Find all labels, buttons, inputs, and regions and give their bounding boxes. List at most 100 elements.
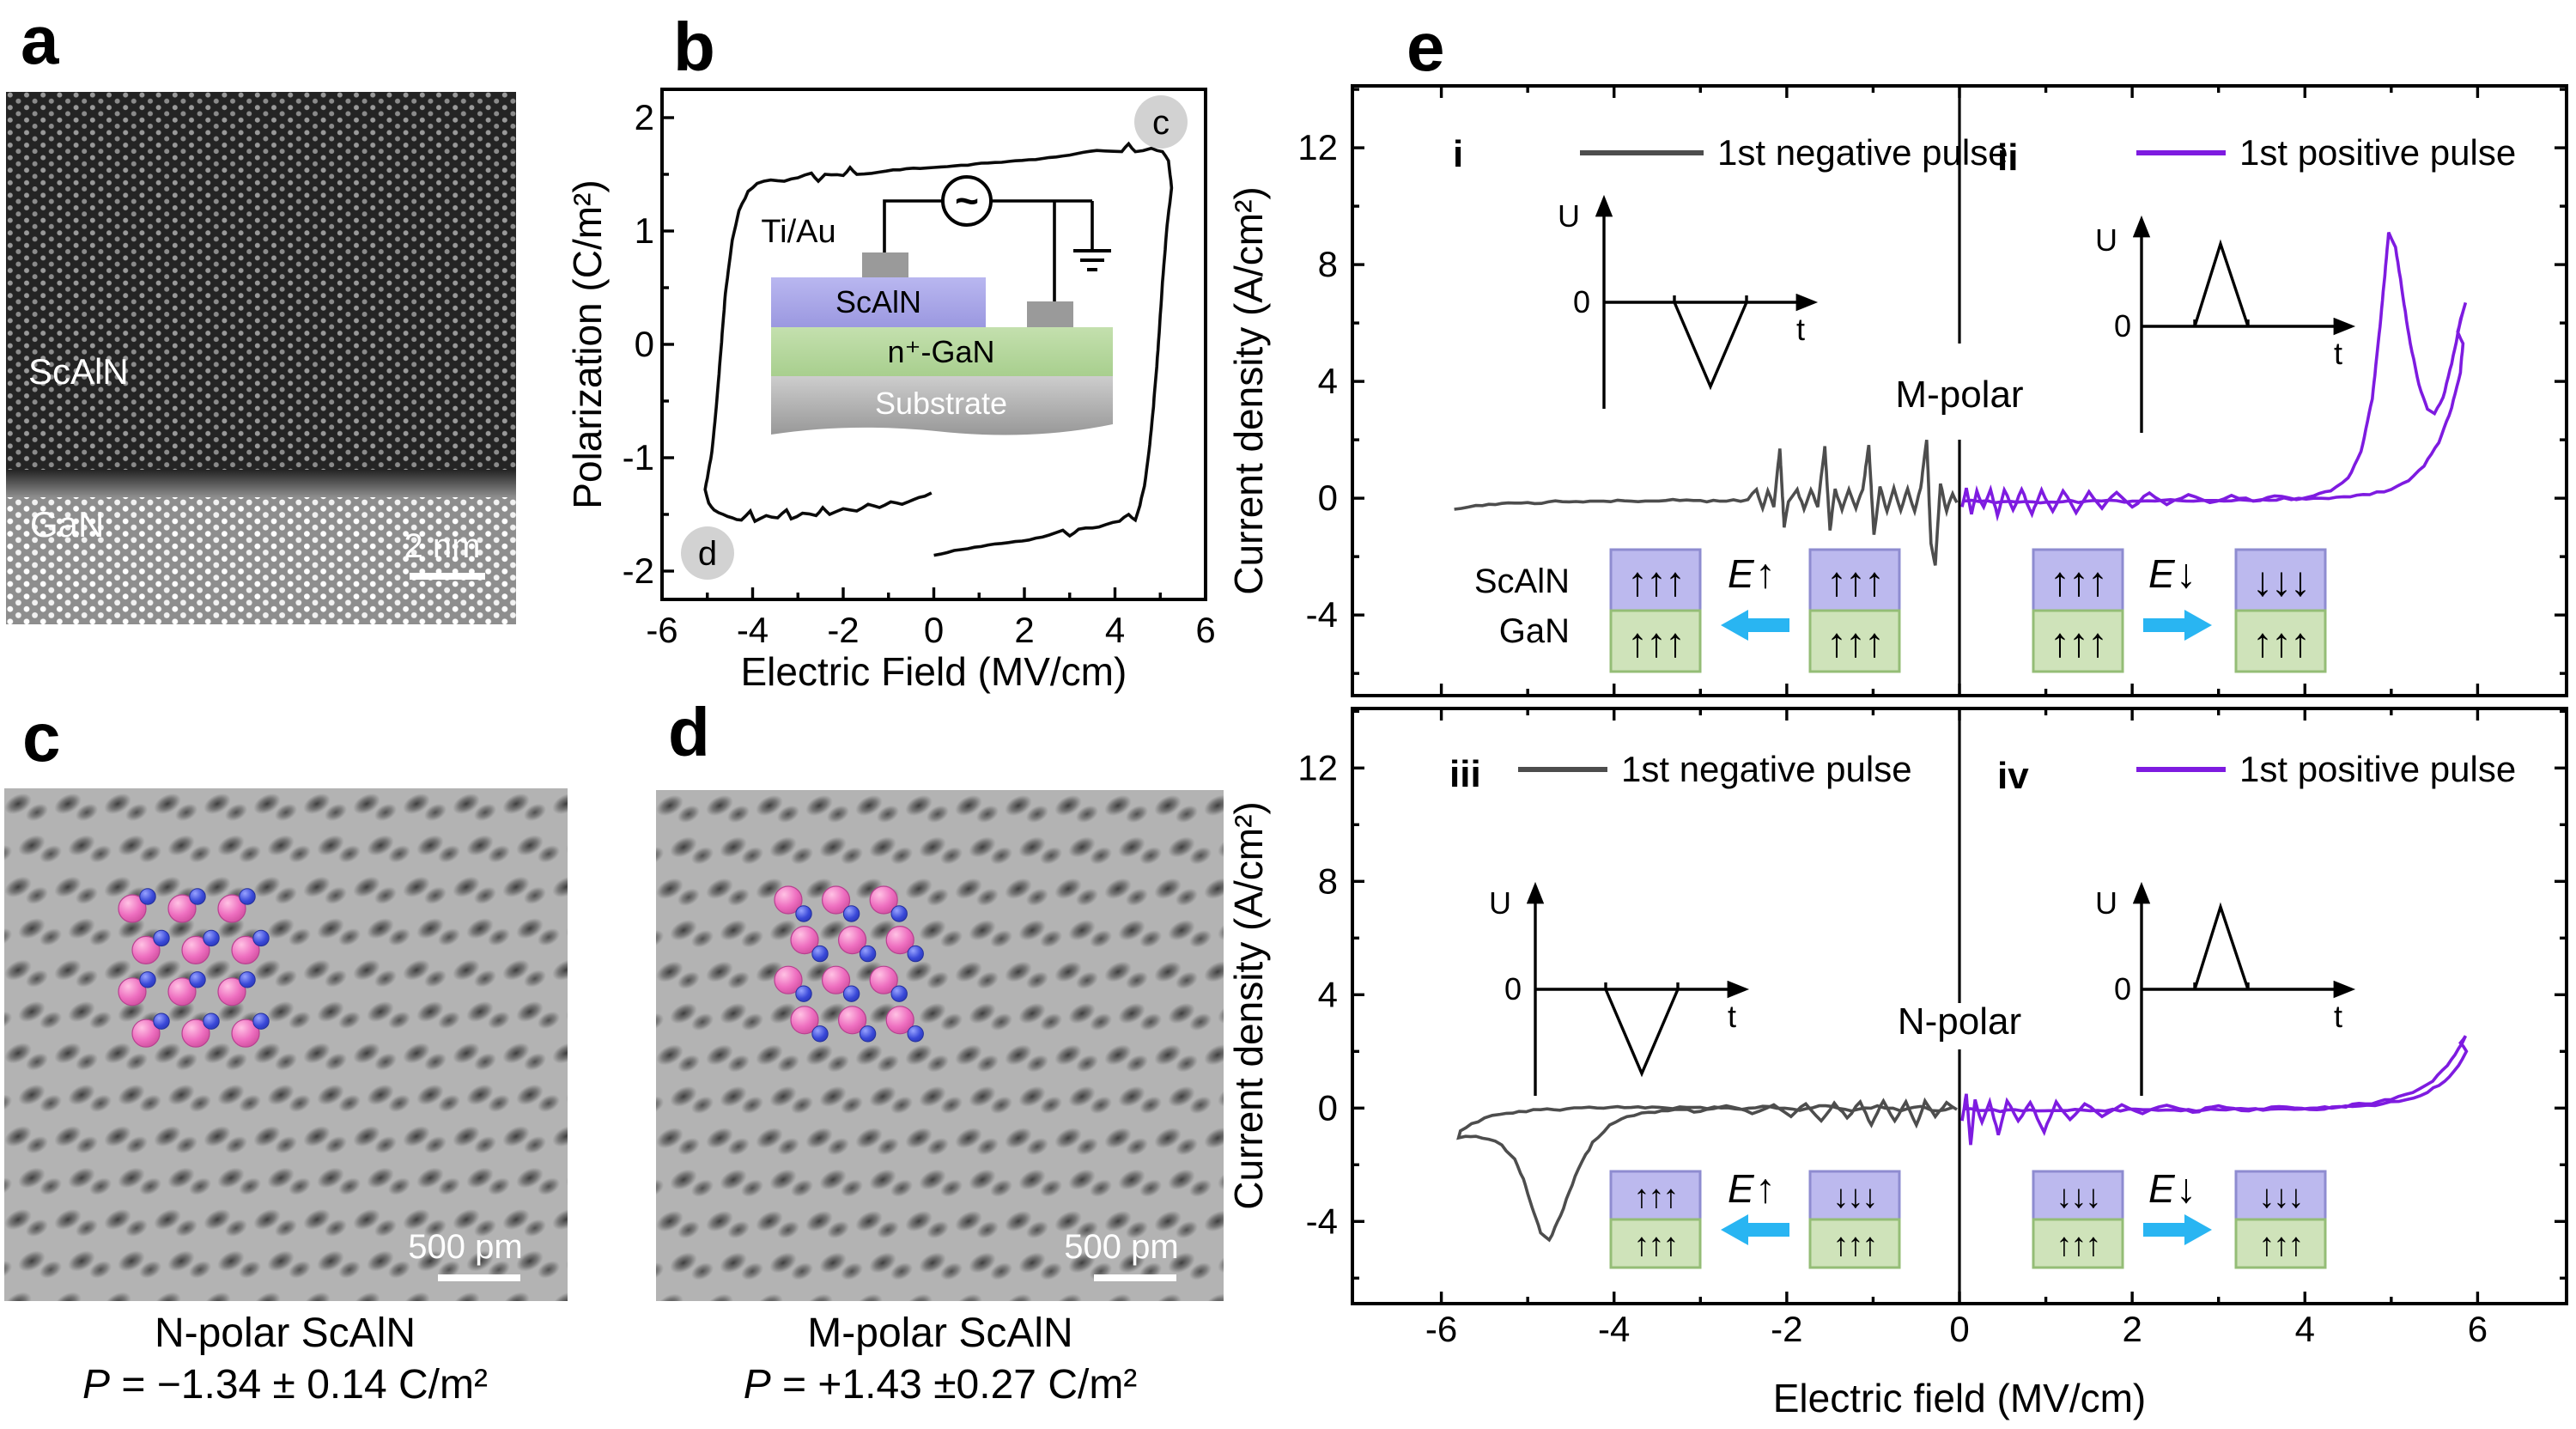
- panel-letter-b: b: [673, 10, 715, 86]
- e-field-arrow: ↑: [1755, 1166, 1776, 1212]
- inset-u-label: U: [1489, 885, 1511, 921]
- legend-label-negative-top: 1st negative pulse: [1717, 132, 2008, 173]
- metal-atom: [118, 894, 147, 923]
- nitrogen-atom: [842, 905, 860, 922]
- gan-layer-label: n⁺-GaN: [887, 334, 994, 369]
- marker-c-label: c: [1152, 104, 1170, 142]
- y-tick-label: 0: [1318, 1087, 1338, 1128]
- b-yaxis-label: Polarization (C/m²): [565, 179, 610, 508]
- nitrogen-atom: [252, 929, 270, 947]
- inset-zero-label: 0: [1573, 284, 1590, 319]
- marker-d-label: d: [698, 535, 717, 573]
- x-tick-label: -4: [1598, 1309, 1630, 1349]
- x-tick-label: 6: [2468, 1309, 2488, 1349]
- caption-panel-d: M-polar ScAlN P = +1.43 ±0.27 C/m²: [656, 1309, 1224, 1412]
- metal-atom: [790, 1006, 819, 1035]
- inset-t-label: t: [2334, 999, 2342, 1034]
- positive-pulse-shape: [2193, 239, 2250, 327]
- inset-zero-label: 0: [2114, 308, 2131, 344]
- scaln-lattice: [6, 92, 516, 480]
- inset-zero-label: 0: [2114, 971, 2131, 1006]
- metal-atom: [181, 1019, 210, 1048]
- gan-lattice: [6, 497, 516, 624]
- stack-gan-box: [1609, 609, 1702, 673]
- panel-letter-c: c: [22, 701, 61, 776]
- y-tick-label: 4: [1318, 361, 1338, 401]
- y-tick-label: 8: [1318, 860, 1338, 901]
- pulse-inset-iv: U 0 t: [2095, 881, 2356, 1096]
- stack-gan-box: [1808, 1218, 1901, 1269]
- p-value: = −1.34 ± 0.14 C/m²: [110, 1362, 488, 1408]
- metal-atom: [118, 977, 147, 1006]
- current-trace-negative-pulse-m-polar: [1454, 439, 1959, 566]
- negative-pulse-shape: [1604, 988, 1680, 1078]
- polarization-arrows: ↑↑↑: [2050, 621, 2106, 666]
- current-trace-negative-pulse-n-polar: [1456, 1097, 1958, 1243]
- polarization-arrows: ↓↓↓: [2057, 1179, 2100, 1215]
- e-field-arrow: ↓: [2176, 551, 2196, 597]
- y-tick-label: 2: [635, 97, 654, 137]
- nitrogen-atom: [859, 1025, 877, 1043]
- nitrogen-atom: [153, 1012, 170, 1030]
- quad-label-iii: iii: [1449, 753, 1481, 795]
- polarization-arrows: ↑↑↑: [2259, 1227, 2303, 1263]
- stack-gan-box: [2032, 609, 2124, 673]
- lattice-image-d: [656, 790, 1224, 1301]
- polarization-arrows: ↓↓↓: [1833, 1179, 1877, 1215]
- region-label-n-polar: N-polar: [1898, 1000, 2021, 1043]
- switch-direction-arrow: [2143, 1214, 2212, 1245]
- metal-atom: [885, 926, 914, 955]
- x-tick-label: 0: [924, 610, 944, 650]
- panel-e-plots: -4 0 4 8 12 -6 -4 -2 0 2 4 6 -4 0 4 8 12 Current densit…: [1226, 84, 2568, 1420]
- nitrogen-atom: [239, 971, 256, 988]
- metal-atom: [167, 977, 197, 1006]
- metal-atom: [822, 885, 851, 915]
- substrate-label: Substrate: [875, 386, 1007, 421]
- inset-t-label: t: [1728, 999, 1736, 1034]
- polarization-arrows: ↑↑↑: [2050, 560, 2106, 605]
- nitrogen-atom: [139, 888, 156, 905]
- panel-c-image: 500 pm: [4, 788, 568, 1301]
- y-tick-label: 12: [1297, 747, 1338, 787]
- metal-atom: [822, 965, 851, 994]
- polarization-arrows: ↑↑↑: [1627, 621, 1684, 666]
- y-tick-label: -2: [623, 550, 654, 591]
- current-trace-positive-pulse-m-polar: [1960, 231, 2468, 522]
- nitrogen-atom: [859, 945, 877, 963]
- x-tick-label: -4: [737, 610, 769, 650]
- nitrogen-atom: [890, 905, 908, 922]
- top-electrode: [862, 252, 908, 277]
- stack-scaln-box: [2234, 1170, 2327, 1221]
- y-tick-label: 8: [1318, 244, 1338, 284]
- gan-region-label: GaN: [30, 504, 104, 544]
- p-symbol: P: [743, 1362, 771, 1408]
- e-top-yaxis-label: Current density (A/cm²): [1226, 186, 1271, 594]
- loop-markers: c d: [681, 95, 1188, 580]
- y-tick-label: 0: [1318, 477, 1338, 518]
- plot-dynamic-e-bottom: -6 -4 -2 0 2 4 6 -4 0 4 8 12: [1297, 708, 2567, 1349]
- nitrogen-atom: [811, 945, 829, 963]
- switch-direction-arrow: [1721, 610, 1789, 641]
- metal-atom: [231, 935, 260, 964]
- b-xaxis-label: Electric Field (MV/cm): [740, 649, 1127, 694]
- bottom-electrode: [1027, 301, 1073, 327]
- metal-atom: [838, 1006, 867, 1035]
- polarization-stack-diagrams: ↑↑↑↑↑↑↑↑↑↑↑↑E ↑ ↑↑↑↑↑↑↓↓↓↑↑↑E ↓↑↑↑↑↑↑↓↓↓↑↑↑…: [1609, 548, 2327, 1269]
- negative-pulse-shape: [1673, 301, 1748, 391]
- plot-dynamic-b: -6 -4 -2 0 2 4 6 -2 -1 0 1 2: [623, 97, 1216, 650]
- caption-c-line1: N-polar ScAlN: [154, 1310, 416, 1357]
- metal-atom: [774, 885, 803, 915]
- metal-atom: [217, 977, 246, 1006]
- quad-label-iv: iv: [1997, 755, 2029, 797]
- panel-letter-a: a: [21, 3, 59, 79]
- scalebar-c: [438, 1274, 520, 1281]
- atom-overlay-d: [774, 885, 924, 1043]
- panel-a-stem-image: ScAlN GaN 2 nm: [6, 92, 516, 624]
- hysteresis-loop-curve: [703, 141, 1174, 557]
- metal-atom: [167, 894, 197, 923]
- nitrogen-atom: [795, 985, 812, 1002]
- metal-atom: [838, 926, 867, 955]
- polarization-arrows: ↑↑↑: [1634, 1227, 1678, 1263]
- x-tick-label: 0: [1949, 1309, 1969, 1349]
- positive-pulse-shape: [2193, 902, 2250, 990]
